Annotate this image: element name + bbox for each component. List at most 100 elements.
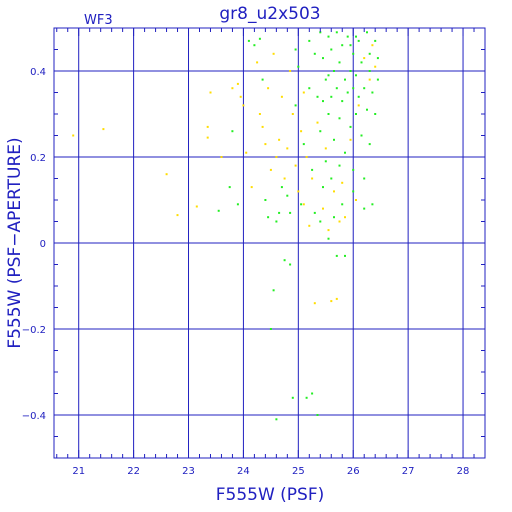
data-point-green (376, 57, 379, 60)
data-point-green (308, 87, 311, 90)
x-tick-label: 23 (182, 466, 195, 477)
data-point-green (376, 78, 379, 81)
data-point-green (330, 48, 333, 51)
data-point-yellow (302, 203, 305, 206)
data-point-green (360, 61, 363, 64)
data-point-yellow (335, 297, 338, 300)
y-axis-label: F555W (PSF−APERTURE) (5, 137, 25, 348)
data-points (72, 31, 379, 421)
data-point-yellow (206, 136, 209, 139)
data-point-green (258, 37, 261, 40)
x-tick-label: 22 (127, 466, 140, 477)
x-tick-label: 25 (292, 466, 305, 477)
data-point-yellow (330, 300, 333, 303)
data-point-green (349, 70, 352, 72)
data-point-green (371, 91, 374, 94)
data-point-green (275, 220, 278, 223)
data-point-green (319, 31, 322, 34)
data-point-yellow (261, 125, 264, 128)
data-point-yellow (236, 82, 239, 85)
data-point-green (269, 328, 272, 330)
data-point-green (338, 164, 341, 167)
data-point-green (261, 78, 264, 81)
data-point-green (236, 203, 239, 206)
data-point-green (335, 87, 338, 90)
data-point-green (283, 259, 286, 262)
data-point-yellow (231, 87, 234, 90)
data-point-green (355, 113, 357, 115)
data-point-green (289, 263, 292, 266)
data-point-green (267, 216, 270, 219)
data-point-green (330, 177, 333, 180)
data-point-yellow (220, 156, 223, 158)
data-point-green (374, 113, 377, 115)
data-point-green (280, 186, 283, 189)
x-tick-label: 28 (457, 466, 470, 477)
data-point-green (327, 237, 330, 240)
data-point-green (363, 207, 366, 210)
data-point-green (247, 39, 250, 42)
data-point-green (374, 39, 377, 42)
data-point-green (313, 211, 316, 214)
data-point-green (313, 52, 316, 55)
data-point-green (333, 70, 335, 72)
data-point-yellow (275, 156, 278, 158)
data-point-green (368, 52, 371, 55)
data-point-yellow (294, 164, 297, 167)
data-point-yellow (250, 186, 253, 189)
data-point-yellow (305, 156, 308, 158)
data-point-yellow (267, 87, 270, 90)
data-point-yellow (313, 302, 316, 305)
data-point-green (308, 39, 311, 42)
data-point-green (316, 95, 319, 98)
grid-lines (54, 28, 485, 458)
x-tick-label: 27 (402, 466, 415, 477)
data-point-green (341, 100, 344, 103)
data-point-yellow (264, 143, 267, 146)
data-point-green (324, 78, 327, 81)
data-point-green (291, 396, 294, 399)
data-point-green (357, 95, 360, 98)
y-tick-label: 0 (40, 239, 46, 250)
data-point-green (352, 190, 355, 193)
data-point-green (322, 186, 324, 189)
data-point-yellow (269, 168, 272, 171)
data-point-green (368, 143, 371, 146)
data-point-yellow (308, 224, 311, 227)
data-point-yellow (209, 91, 212, 94)
data-point-yellow (311, 177, 314, 180)
data-point-green (355, 35, 357, 38)
data-point-green (275, 418, 278, 421)
data-point-yellow (280, 95, 283, 98)
data-point-green (330, 95, 333, 98)
tick-marks (54, 27, 486, 459)
data-point-green (327, 74, 330, 77)
x-axis-label: F555W (PSF) (216, 485, 325, 505)
data-point-green (272, 289, 275, 292)
data-point-green (344, 254, 346, 257)
data-point-green (360, 134, 363, 137)
data-point-yellow (371, 44, 374, 47)
y-tick-label: 0.2 (30, 153, 46, 164)
data-point-green (333, 138, 335, 141)
data-point-yellow (324, 147, 327, 150)
data-point-green (316, 414, 319, 416)
data-point-green (344, 78, 346, 81)
data-point-green (333, 216, 335, 219)
y-tick-labels: 0.4 0.2 0 −0.2 −0.4 (22, 67, 46, 422)
panel-label: WF3 (84, 13, 113, 28)
data-point-yellow (355, 199, 357, 201)
y-tick-label: −0.4 (22, 411, 46, 422)
data-point-green (338, 61, 341, 64)
data-point-yellow (316, 121, 319, 124)
data-point-yellow (278, 138, 281, 141)
data-point-yellow (341, 181, 344, 184)
data-point-green (344, 151, 346, 154)
data-point-green (366, 31, 368, 34)
data-point-green (324, 160, 327, 163)
data-point-yellow (302, 91, 305, 94)
data-point-yellow (338, 220, 341, 223)
data-point-green (357, 39, 360, 42)
data-point-green (253, 44, 256, 47)
